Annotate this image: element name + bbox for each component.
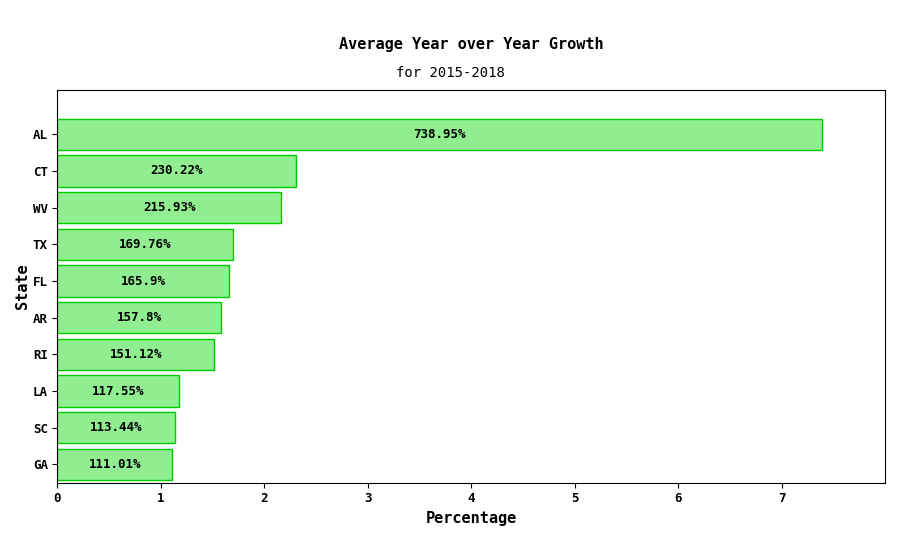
Bar — [58, 375, 179, 407]
Bar — [58, 192, 281, 223]
Bar — [58, 339, 214, 370]
Bar — [58, 449, 172, 480]
Bar — [58, 302, 220, 333]
X-axis label: Percentage: Percentage — [426, 511, 517, 526]
Text: 111.01%: 111.01% — [89, 458, 141, 471]
Bar — [58, 412, 175, 443]
Text: 151.12%: 151.12% — [110, 348, 162, 361]
Text: 738.95%: 738.95% — [413, 128, 466, 141]
Text: 165.9%: 165.9% — [121, 274, 166, 287]
Y-axis label: State: State — [15, 263, 30, 309]
Text: 113.44%: 113.44% — [90, 421, 142, 434]
Bar — [58, 118, 822, 150]
Bar — [58, 229, 233, 260]
Text: 169.76%: 169.76% — [119, 238, 172, 251]
Text: 215.93%: 215.93% — [143, 201, 195, 214]
Bar — [58, 155, 295, 187]
Text: 117.55%: 117.55% — [92, 385, 145, 398]
Text: 230.22%: 230.22% — [150, 164, 202, 177]
Text: 157.8%: 157.8% — [117, 311, 162, 324]
Bar — [58, 266, 230, 296]
Title: Average Year over Year Growth: Average Year over Year Growth — [339, 37, 604, 51]
Text: for 2015-2018: for 2015-2018 — [396, 66, 504, 80]
